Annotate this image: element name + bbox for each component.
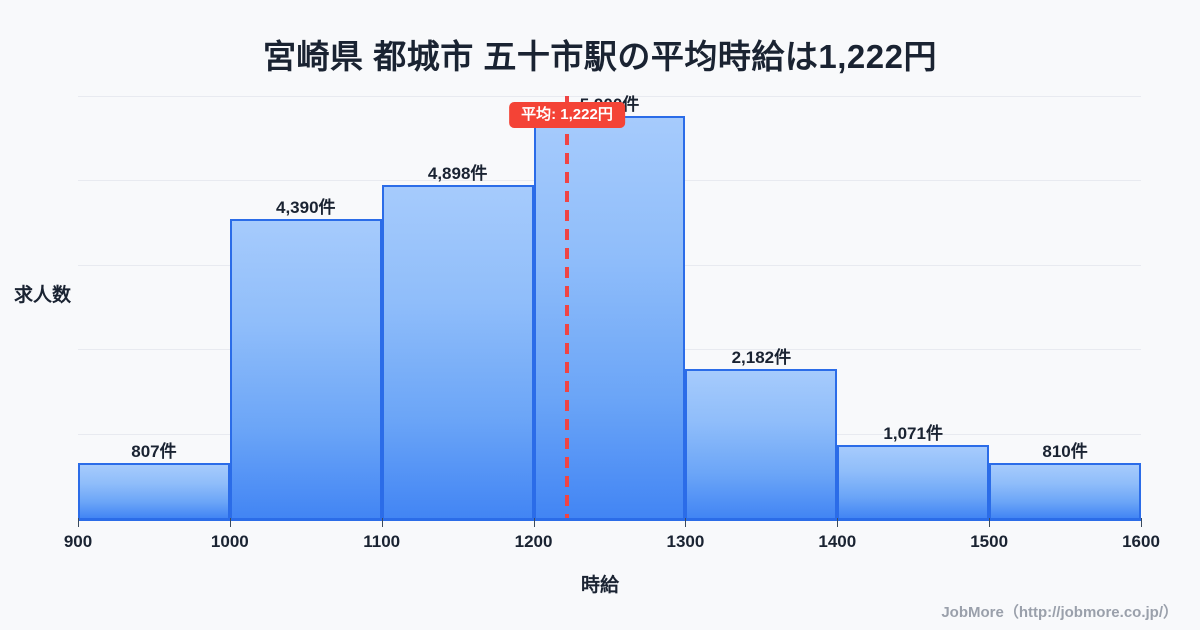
y-axis-title: 求人数	[14, 285, 72, 306]
x-axis-tick-label: 1600	[1122, 532, 1160, 551]
footer-credit: JobMore（http://jobmore.co.jp/）	[941, 604, 1178, 621]
bar-value-label: 807件	[131, 442, 177, 462]
bar-value-label: 2,182件	[731, 348, 792, 368]
x-axis-tick-label: 1000	[210, 532, 249, 551]
bar[interactable]	[78, 463, 230, 518]
x-axis-tick	[1141, 518, 1142, 527]
bar-value-label: 4,898件	[427, 163, 488, 183]
x-axis-tick	[229, 518, 231, 527]
bar[interactable]	[229, 219, 382, 518]
bar-value-label: 1,071件	[883, 424, 943, 444]
bar[interactable]	[533, 116, 686, 518]
page-title: 宮崎県 都城市 五十市駅の平均時給は1,222円	[263, 38, 937, 75]
bar-value-label: 810件	[1042, 441, 1088, 461]
bar[interactable]	[685, 369, 838, 518]
x-axis-title: 時給	[580, 575, 619, 596]
x-axis-tick	[837, 518, 839, 527]
bar[interactable]	[989, 462, 1141, 518]
x-axis-tick-label: 1400	[818, 532, 857, 551]
bar-value-label: 4,390件	[276, 198, 336, 218]
x-axis-tick-label: 1100	[363, 532, 401, 551]
x-axis-tick	[78, 518, 79, 527]
x-axis: 900 1000 1100 1200 1300 1400 1500 1600	[64, 518, 1160, 551]
plot-area: 807件4,390件4,898件5,900件2,182件1,071件810件平均…	[78, 95, 1141, 518]
gridline	[78, 96, 1141, 97]
bar[interactable]	[837, 445, 990, 518]
x-axis-tick	[381, 518, 383, 527]
x-axis-tick	[989, 518, 991, 527]
average-line	[564, 96, 569, 518]
x-axis-tick-label: 1500	[970, 532, 1009, 551]
x-axis-tick	[533, 518, 535, 527]
x-axis-tick-label: 1300	[666, 532, 705, 551]
average-badge: 平均: 1,222円	[509, 102, 625, 129]
bar[interactable]	[381, 184, 534, 518]
x-axis-tick	[685, 518, 687, 527]
x-axis-tick-label: 900	[63, 532, 93, 551]
x-axis-tick-label: 1200	[514, 532, 553, 551]
